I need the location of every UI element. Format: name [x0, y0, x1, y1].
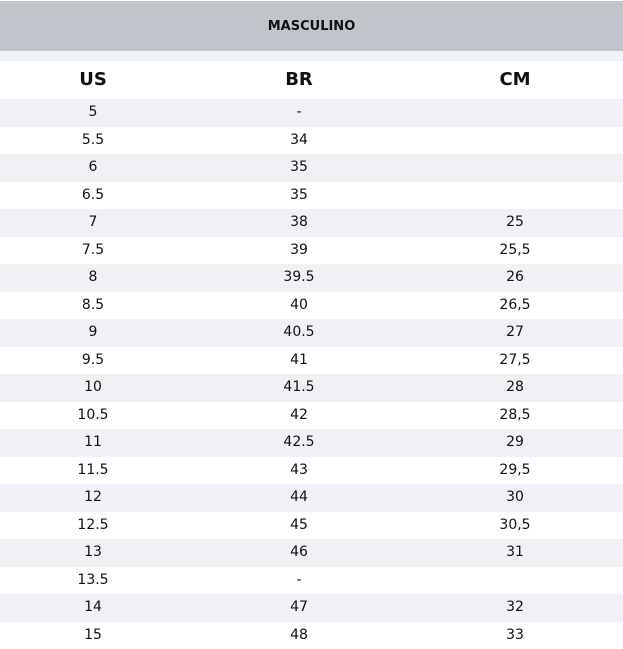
cell-cm: 26	[506, 269, 524, 285]
cell-br: 41	[290, 352, 308, 368]
cell-us: 10	[84, 379, 102, 395]
cell-br: 42	[290, 407, 308, 423]
divider	[0, 51, 623, 61]
cell-br: 35	[290, 187, 308, 203]
cell-cm: 27,5	[499, 352, 530, 368]
cell-br: 44	[290, 489, 308, 505]
table-row: 5-	[0, 99, 623, 127]
column-header-br: BR	[285, 69, 313, 90]
cell-cm: 28	[506, 379, 524, 395]
cell-br: 34	[290, 132, 308, 148]
cell-us: 11.5	[77, 462, 108, 478]
table-row: 12 44 30	[0, 484, 623, 512]
cell-br: 35	[290, 159, 308, 175]
cell-us: 13.5	[77, 572, 108, 588]
table-row: 11.5 43 29,5	[0, 457, 623, 485]
table-header-row: US BR CM	[0, 61, 623, 99]
cell-cm: 30,5	[499, 517, 530, 533]
table-row: 10 41.5 28	[0, 374, 623, 402]
cell-cm: 29,5	[499, 462, 530, 478]
cell-us: 5	[89, 104, 98, 120]
cell-br: 40	[290, 297, 308, 313]
cell-br: 45	[290, 517, 308, 533]
table-row: 11 42.5 29	[0, 429, 623, 457]
cell-us: 5.5	[82, 132, 104, 148]
table-row: 9 40.5 27	[0, 319, 623, 347]
cell-br: -	[296, 572, 301, 588]
cell-br: 41.5	[283, 379, 314, 395]
cell-br: 39	[290, 242, 308, 258]
cell-cm: 26,5	[499, 297, 530, 313]
cell-us: 9	[89, 324, 98, 340]
cell-cm: 32	[506, 599, 524, 615]
cell-us: 12.5	[77, 517, 108, 533]
table-row: 7 38 25	[0, 209, 623, 237]
column-header-cm: CM	[499, 69, 530, 90]
cell-cm: 27	[506, 324, 524, 340]
table-row: 9.5 41 27,5	[0, 347, 623, 375]
cell-us: 15	[84, 627, 102, 643]
cell-br: 48	[290, 627, 308, 643]
table-row: 6 35	[0, 154, 623, 182]
cell-cm: 25	[506, 214, 524, 230]
cell-br: 38	[290, 214, 308, 230]
cell-us: 6.5	[82, 187, 104, 203]
cell-us: 7	[89, 214, 98, 230]
table-row: 15 48 33	[0, 622, 623, 649]
table-row: 10.5 42 28,5	[0, 402, 623, 430]
cell-us: 13	[84, 544, 102, 560]
cell-us: 11	[84, 434, 102, 450]
cell-cm: 30	[506, 489, 524, 505]
cell-cm: 25,5	[499, 242, 530, 258]
table-row: 13 46 31	[0, 539, 623, 567]
table-row: 12.5 45 30,5	[0, 512, 623, 540]
column-header-us: US	[79, 69, 107, 90]
cell-us: 12	[84, 489, 102, 505]
cell-br: -	[296, 104, 301, 120]
cell-cm: 33	[506, 627, 524, 643]
cell-us: 14	[84, 599, 102, 615]
cell-br: 40.5	[283, 324, 314, 340]
table-row: 14 47 32	[0, 594, 623, 622]
cell-br: 42.5	[283, 434, 314, 450]
cell-us: 8.5	[82, 297, 104, 313]
cell-us: 7.5	[82, 242, 104, 258]
table-row: 5.5 34	[0, 127, 623, 155]
title-text: MASCULINO	[268, 19, 356, 34]
cell-cm: 29	[506, 434, 524, 450]
table-row: 7.5 39 25,5	[0, 237, 623, 265]
cell-us: 9.5	[82, 352, 104, 368]
cell-br: 47	[290, 599, 308, 615]
table-title: MASCULINO	[0, 1, 623, 51]
cell-br: 46	[290, 544, 308, 560]
cell-us: 6	[89, 159, 98, 175]
cell-br: 39.5	[283, 269, 314, 285]
cell-br: 43	[290, 462, 308, 478]
table-row: 6.5 35	[0, 182, 623, 210]
cell-us: 10.5	[77, 407, 108, 423]
table-row: 8 39.5 26	[0, 264, 623, 292]
table-row: 13.5 -	[0, 567, 623, 595]
table-row: 8.5 40 26,5	[0, 292, 623, 320]
cell-us: 8	[89, 269, 98, 285]
cell-cm: 28,5	[499, 407, 530, 423]
cell-cm: 31	[506, 544, 524, 560]
